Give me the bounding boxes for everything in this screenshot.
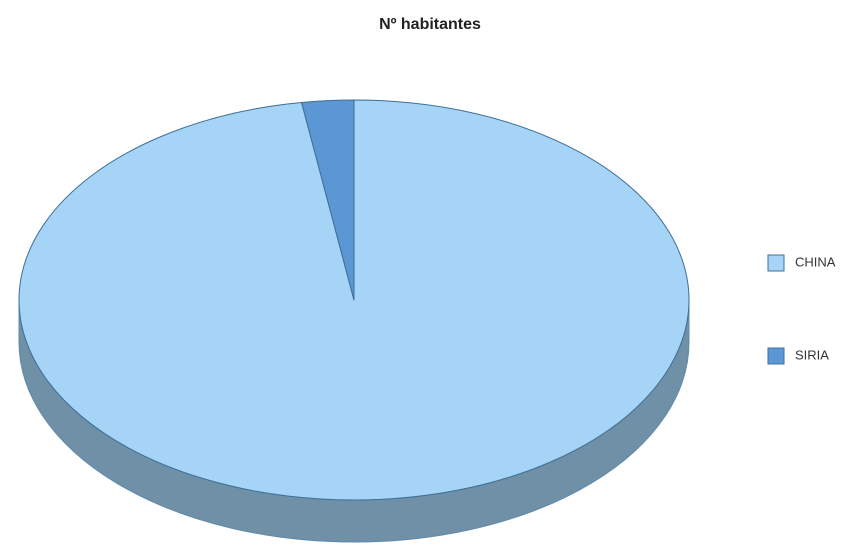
pie-slice (301, 99, 355, 301)
legend-label: CHINA (795, 254, 836, 269)
chart-title: Nº habitantes (379, 16, 481, 33)
legend-swatch (767, 347, 785, 365)
legend-label: SIRIA (795, 347, 829, 362)
legend-swatch (767, 254, 785, 272)
